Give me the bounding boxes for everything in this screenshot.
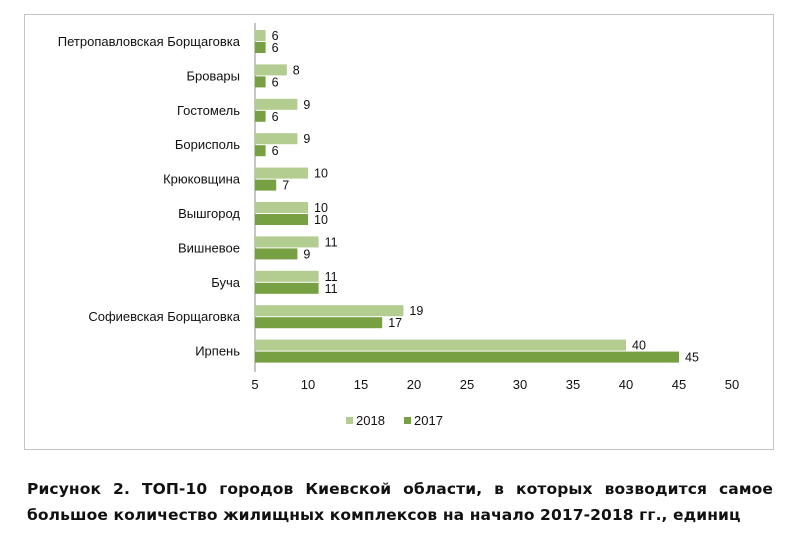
data-label: 11 [325, 270, 338, 284]
figure-caption: Рисунок 2. ТОП-10 городов Киевской облас… [27, 480, 773, 524]
x-tick-label: 5 [251, 377, 258, 392]
data-label: 10 [314, 201, 328, 215]
bar-2017 [255, 351, 679, 363]
bar-2018 [255, 339, 626, 351]
x-tick-label: 15 [354, 377, 368, 392]
category-label: Вышгород [178, 206, 240, 221]
category-label: Вишневое [178, 240, 240, 255]
legend-label: 2018 [356, 413, 385, 428]
x-tick-label: 10 [301, 377, 315, 392]
legend-swatch [346, 417, 353, 424]
data-label: 9 [303, 98, 310, 112]
bar-2017 [255, 145, 266, 157]
category-label: Гостомель [177, 103, 240, 118]
bar-2017 [255, 214, 308, 225]
data-label: 10 [314, 167, 328, 181]
data-label: 6 [272, 29, 279, 43]
data-label: 9 [303, 132, 310, 146]
x-tick-label: 25 [460, 377, 474, 392]
data-label: 19 [409, 304, 423, 318]
bar-2017 [255, 76, 266, 88]
x-tick-label: 35 [566, 377, 580, 392]
data-label: 6 [272, 41, 279, 55]
legend-swatch [404, 417, 411, 424]
data-label: 6 [272, 75, 279, 89]
x-tick-label: 45 [672, 377, 686, 392]
data-label: 6 [272, 110, 279, 124]
bar-2017 [255, 179, 277, 191]
bar-2018 [255, 30, 266, 41]
data-label: 40 [632, 339, 646, 353]
data-label: 11 [325, 282, 338, 296]
x-tick-label: 40 [619, 377, 633, 392]
bar-2018 [255, 167, 308, 179]
data-label: 6 [272, 144, 279, 158]
x-tick-label: 20 [407, 377, 421, 392]
legend-label: 2017 [414, 413, 443, 428]
bar-2018 [255, 236, 319, 248]
bar-2018 [255, 270, 319, 282]
x-tick-label: 30 [513, 377, 527, 392]
bar-2018 [255, 305, 404, 317]
category-label: Буча [211, 275, 241, 290]
category-label: Борисполь [175, 137, 240, 152]
bar-2018 [255, 133, 298, 145]
data-label: 7 [282, 179, 289, 193]
category-label: Бровары [186, 68, 240, 83]
bar-2017 [255, 248, 298, 260]
bar-2017 [255, 110, 266, 122]
bar-2017 [255, 317, 383, 329]
category-label: Крюковщина [163, 172, 241, 187]
data-label: 9 [303, 247, 310, 261]
data-label: 45 [685, 351, 699, 365]
bar-2018 [255, 202, 308, 213]
bar-2017 [255, 42, 266, 53]
bar-2018 [255, 98, 298, 110]
data-label: 11 [325, 235, 338, 249]
data-label: 10 [314, 213, 328, 227]
data-label: 17 [388, 316, 402, 330]
data-label: 8 [293, 63, 300, 77]
bar-2017 [255, 282, 319, 294]
x-tick-label: 50 [725, 377, 739, 392]
category-label: Петропавловская Борщаговка [58, 34, 241, 49]
bar-2018 [255, 64, 287, 76]
chart-area: Петропавловская Борщаговка 6 6 Бровары 8 6 Гос… [24, 14, 774, 450]
category-label: Ирпень [195, 344, 240, 359]
category-label: Софиевская Борщаговка [88, 309, 240, 324]
